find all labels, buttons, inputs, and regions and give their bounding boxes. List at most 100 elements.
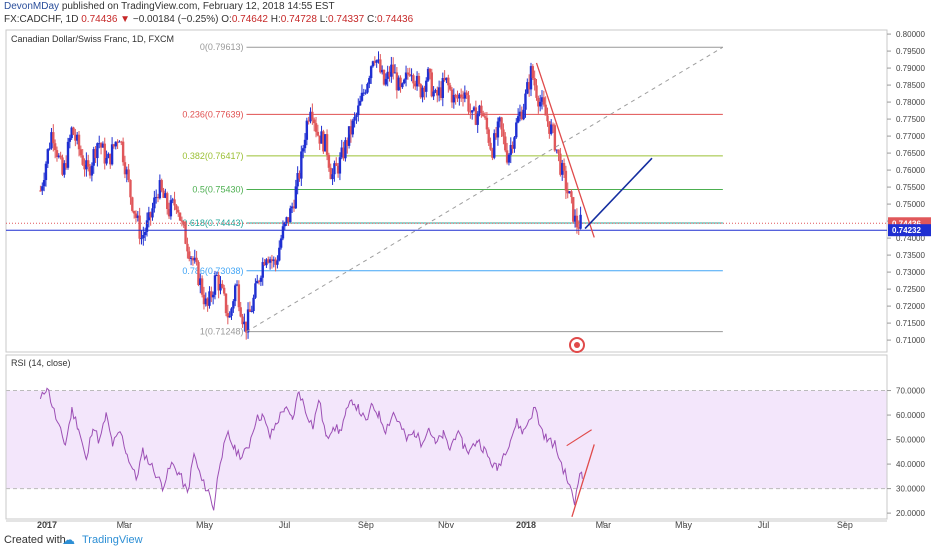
- candle-down: [180, 220, 184, 222]
- candle-up: [219, 283, 222, 291]
- price-label-box: [888, 224, 931, 237]
- change-value: −0.00184 (−0.25%): [132, 14, 219, 25]
- price-pane: [5, 29, 888, 353]
- candle-down: [132, 210, 136, 214]
- candle-down: [395, 72, 399, 91]
- rsi-y-tick-label: 50.0000: [896, 436, 925, 445]
- candle-up: [169, 200, 173, 217]
- candle-down: [226, 313, 230, 318]
- candle-up: [524, 93, 527, 110]
- candle-down: [129, 179, 132, 198]
- candle-down: [373, 61, 377, 63]
- candle-up: [143, 231, 147, 235]
- x-tick-label: Jul: [758, 520, 770, 530]
- candle-down: [430, 72, 433, 97]
- candle-down: [336, 165, 340, 174]
- candle-down: [450, 89, 454, 103]
- candle-up: [390, 64, 393, 77]
- candle-up: [333, 163, 336, 175]
- candle-up: [41, 186, 44, 191]
- candle-up: [46, 149, 49, 164]
- close-label: C:: [366, 14, 377, 25]
- candle-up: [538, 101, 542, 107]
- candle-down: [267, 259, 270, 263]
- rsi-line: [39, 387, 583, 511]
- candle-up: [509, 144, 512, 155]
- candle-up: [540, 97, 544, 102]
- y-tick-label: 0.77500: [896, 115, 925, 124]
- candle-up: [470, 110, 474, 113]
- candle-down: [197, 262, 200, 286]
- candle-down: [166, 193, 169, 209]
- candle-down: [191, 257, 195, 261]
- cloud-logo-icon: ☁: [62, 532, 75, 547]
- candle-down: [564, 170, 568, 191]
- candle-down: [406, 72, 410, 75]
- candle-up: [421, 87, 424, 98]
- candle-up: [496, 121, 500, 138]
- candle-down: [531, 66, 535, 79]
- candle-down: [186, 243, 189, 252]
- y-tick-label: 0.72500: [896, 285, 925, 294]
- candle-up: [153, 197, 156, 209]
- candle-up: [366, 83, 369, 93]
- candle-down: [500, 117, 503, 130]
- drawings: [6, 46, 887, 333]
- price-label: 0.74232: [892, 226, 921, 235]
- candle-down: [206, 298, 209, 306]
- y-tick-label: 0.71500: [896, 319, 925, 328]
- candle-down: [311, 111, 314, 120]
- rsi-y-tick-label: 70.0000: [896, 387, 925, 396]
- candle-up: [340, 147, 343, 158]
- candle-down: [575, 215, 579, 228]
- candle-up: [561, 163, 564, 175]
- candle-down: [88, 166, 92, 176]
- candle-down: [239, 307, 242, 317]
- candle-up: [75, 134, 79, 141]
- x-tick-label: Sep: [358, 520, 374, 530]
- candle-down: [577, 227, 580, 229]
- high-value: 0.74728: [280, 14, 317, 25]
- candle-down: [202, 294, 206, 305]
- candle-down: [217, 274, 220, 291]
- candle-up: [364, 92, 367, 94]
- candle-up: [140, 238, 143, 240]
- candle-down: [485, 117, 489, 130]
- candle-up: [518, 111, 522, 117]
- candle-up: [211, 294, 215, 298]
- candle-down: [298, 173, 301, 179]
- fib-level-label: 0.618(0.74443): [182, 218, 243, 228]
- candle-up: [472, 107, 476, 111]
- fib-retracement: 0(0.79613) 0.236(0.77639) 0.382(0.76417) 0.…: [182, 42, 723, 337]
- candle-up: [555, 149, 558, 151]
- candle-down: [346, 140, 349, 146]
- y-tick-label: 0.78500: [896, 81, 925, 90]
- candle-up: [357, 105, 360, 116]
- author-link[interactable]: DevonMDay: [4, 1, 60, 12]
- candle-up: [403, 79, 406, 84]
- candle-up: [426, 68, 430, 81]
- down-arrow-icon: ▼: [120, 14, 131, 25]
- candle-down: [469, 111, 472, 113]
- open-label: O:: [221, 14, 232, 25]
- candle-down: [327, 154, 331, 168]
- candle-up: [425, 80, 428, 92]
- candle-up: [493, 133, 496, 158]
- candle-up: [125, 169, 128, 175]
- candle-down: [55, 150, 59, 158]
- candle-down: [527, 82, 531, 90]
- candle-up: [254, 283, 257, 298]
- low-value: 0.74337: [328, 14, 365, 25]
- candle-up: [110, 144, 114, 165]
- y-tick-label: 0.72000: [896, 302, 925, 311]
- candle-down: [149, 212, 152, 218]
- candle-up: [368, 78, 371, 84]
- candle-up: [252, 297, 255, 311]
- candle-down: [419, 84, 422, 98]
- tradingview-brand[interactable]: TradingView: [82, 534, 143, 546]
- candle-up: [250, 310, 253, 312]
- candle-up: [50, 132, 53, 149]
- candle-up: [114, 141, 117, 147]
- publish-line: DevonMDay published on TradingView.com, …: [4, 1, 335, 12]
- rsi-pane: [5, 354, 888, 520]
